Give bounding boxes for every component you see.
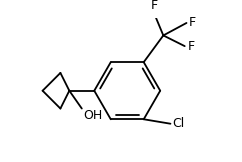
Text: Cl: Cl bbox=[172, 117, 184, 130]
Text: F: F bbox=[187, 40, 195, 53]
Text: OH: OH bbox=[83, 109, 103, 122]
Text: F: F bbox=[151, 0, 158, 12]
Text: F: F bbox=[189, 16, 196, 29]
